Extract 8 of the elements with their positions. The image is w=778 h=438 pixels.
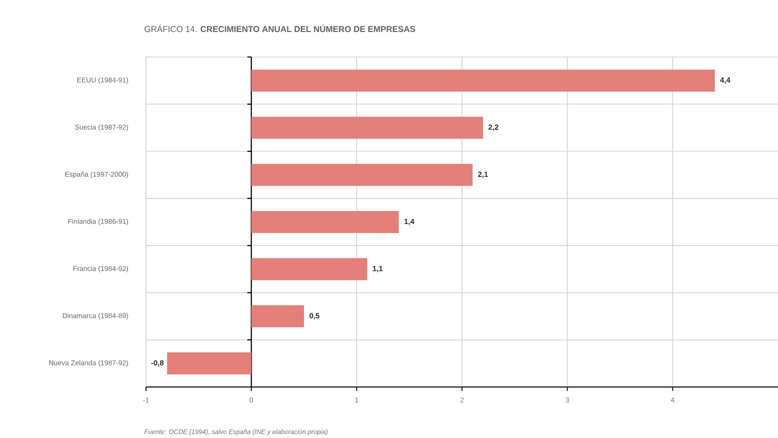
- bar: [167, 352, 252, 374]
- bar: [251, 164, 473, 186]
- bar: [251, 210, 399, 233]
- chart-title: GRÁFICO 14. CRECIMIENTO ANUAL DEL NÚMERO DE EMPRESAS: [144, 24, 416, 32]
- bar: [251, 258, 368, 280]
- bar: [251, 305, 304, 328]
- bar: [251, 116, 484, 139]
- bar: [251, 70, 715, 92]
